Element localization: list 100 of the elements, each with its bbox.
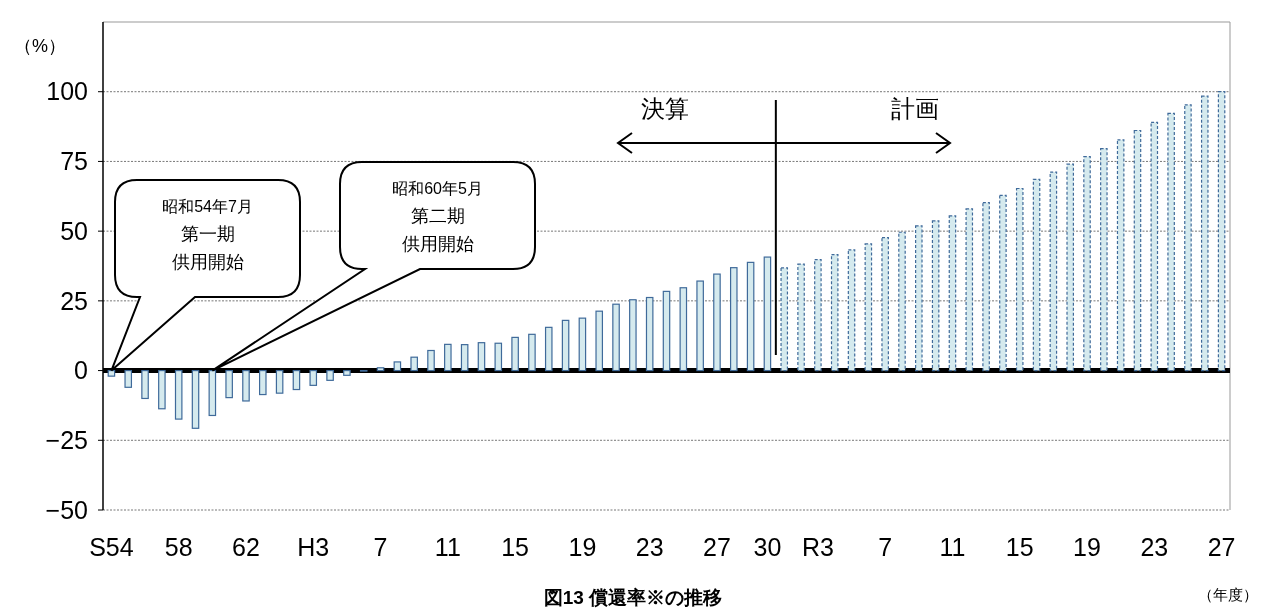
- bar: [713, 273, 721, 372]
- x-tick-label: 58: [164, 533, 193, 561]
- bar: [1133, 129, 1142, 372]
- bar: [326, 369, 334, 381]
- bar: [1150, 121, 1159, 372]
- bar: [511, 336, 519, 372]
- annotation: 供用開始: [401, 234, 474, 254]
- bar: [107, 369, 116, 377]
- bar: [662, 290, 671, 372]
- bar: [309, 369, 318, 386]
- y-tick-label: 100: [46, 77, 88, 106]
- x-tick-label: 11: [434, 533, 461, 561]
- x-tick-label: 23: [635, 533, 664, 561]
- bar: [915, 225, 923, 372]
- bar: [1217, 91, 1226, 372]
- x-tick-label: 19: [568, 533, 597, 561]
- bar: [174, 369, 183, 420]
- bar: [376, 367, 385, 372]
- text: 図13 償還率※の推移: [543, 587, 723, 608]
- bar: [410, 356, 418, 372]
- bar: [275, 369, 284, 394]
- bar: [847, 249, 856, 372]
- x-tick-label: 7: [878, 533, 893, 561]
- x-tick-label: H3: [297, 533, 330, 561]
- bar: [881, 236, 889, 372]
- bar: [1015, 187, 1024, 372]
- bar: [629, 299, 637, 372]
- bar: [1049, 171, 1058, 372]
- bar: [864, 243, 873, 372]
- bar: [948, 215, 957, 372]
- bar: [931, 220, 940, 372]
- bar: [965, 208, 974, 372]
- y-axis-title: （%）: [13, 36, 67, 56]
- x-tick-label: 7: [373, 533, 388, 561]
- bar: [225, 369, 233, 399]
- bar: [763, 256, 772, 372]
- bar: [427, 349, 435, 372]
- x-tick-label: 19: [1073, 533, 1101, 561]
- bar: [477, 342, 486, 372]
- annotation: 第一期: [180, 224, 235, 244]
- annotation: 計画: [891, 95, 939, 122]
- bar: [343, 369, 351, 376]
- y-tick-label: 50: [60, 216, 88, 245]
- bar: [696, 280, 704, 372]
- bar: [1116, 139, 1125, 372]
- bar: [780, 267, 789, 372]
- x-tick-label: 23: [1140, 533, 1169, 561]
- x-tick-label: 11: [939, 533, 966, 561]
- x-tick-label: R3: [801, 533, 834, 561]
- bar: [561, 319, 570, 372]
- x-tick-label: 30: [753, 533, 782, 561]
- x-tick-label: 15: [1005, 533, 1034, 561]
- bar: [259, 369, 267, 396]
- x-tick-label: 27: [703, 533, 731, 561]
- bar: [460, 344, 469, 372]
- bar: [494, 342, 503, 372]
- bar: [292, 369, 301, 391]
- x-tick-label: 15: [501, 533, 530, 561]
- bar: [544, 326, 553, 372]
- x-tick-label: 27: [1207, 533, 1236, 561]
- bar: [158, 369, 166, 410]
- bar: [830, 253, 839, 372]
- bar: [595, 310, 604, 372]
- bar: [1100, 148, 1108, 372]
- bar: [679, 287, 688, 372]
- bar: [645, 296, 654, 372]
- bar: [982, 202, 990, 372]
- bar: [999, 194, 1007, 372]
- bar: [1083, 156, 1091, 372]
- bar: [1184, 104, 1192, 372]
- bar: [208, 369, 217, 417]
- annotation: 第二期: [410, 206, 465, 226]
- x-tick-label: 62: [232, 533, 260, 561]
- bar: [612, 303, 620, 372]
- bar: [797, 263, 805, 372]
- bar: [1167, 112, 1175, 372]
- bar: [898, 231, 906, 372]
- annotation: 昭和60年5月: [392, 180, 483, 197]
- bar: [191, 369, 200, 429]
- y-tick-label: −50: [45, 495, 88, 524]
- bar: [393, 361, 402, 372]
- y-tick-label: 75: [60, 147, 88, 176]
- annotation: 昭和54年7月: [162, 198, 253, 215]
- bar: [242, 369, 250, 402]
- x-axis-title: （年度）: [1198, 586, 1258, 603]
- bar: [1200, 95, 1209, 372]
- bar: [746, 261, 755, 372]
- bar: [1032, 178, 1041, 372]
- bar: [141, 369, 149, 400]
- annotation: 供用開始: [171, 252, 244, 272]
- bar: [1066, 163, 1074, 372]
- bar: [528, 333, 536, 372]
- x-tick-label: S54: [89, 533, 134, 561]
- bar: [814, 258, 822, 372]
- bar: [124, 369, 133, 388]
- annotation: 決算: [641, 95, 689, 122]
- y-tick-label: 0: [74, 356, 88, 385]
- bar: [444, 343, 452, 372]
- y-tick-label: 25: [60, 286, 88, 315]
- bar: [729, 267, 738, 372]
